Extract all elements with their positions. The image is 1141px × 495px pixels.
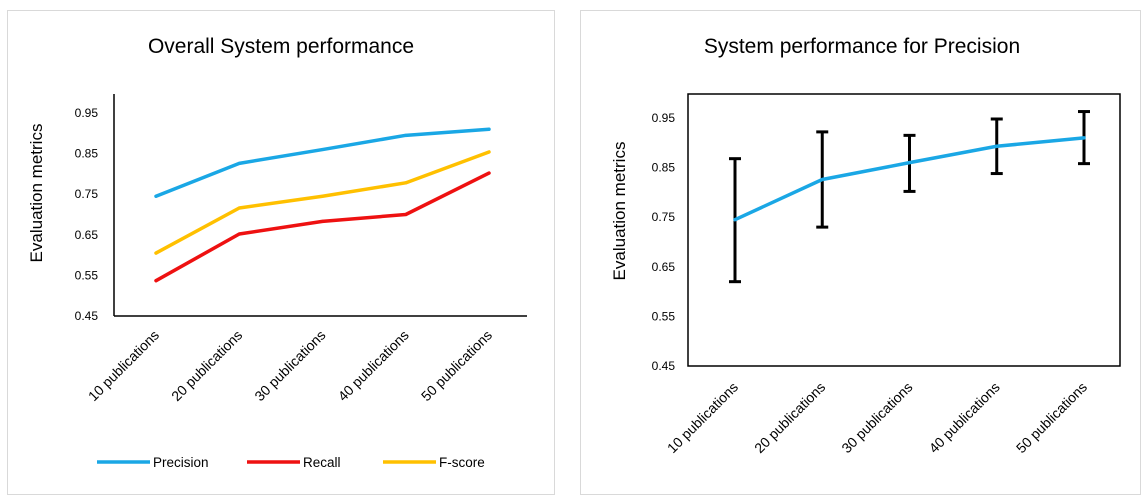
x-tick-label: 50 publications — [418, 327, 495, 404]
legend-label: Precision — [153, 455, 209, 470]
data-point — [237, 232, 241, 236]
y-tick-label: 0.55 — [75, 268, 99, 282]
data-point — [487, 150, 491, 154]
data-point — [321, 219, 324, 223]
overall-performance-chart: Overall System performance Evaluation me… — [27, 35, 527, 470]
legend-entry: Recall — [247, 455, 341, 470]
y-tick-label: 0.55 — [652, 309, 676, 323]
data-point — [487, 171, 491, 175]
y-tick-label: 0.85 — [75, 147, 99, 161]
data-point — [404, 133, 408, 137]
y-tick-label: 0.65 — [75, 228, 99, 242]
legend-entry: Precision — [97, 455, 209, 470]
data-point — [908, 161, 911, 165]
data-point — [154, 251, 158, 255]
data-point — [404, 181, 408, 185]
x-tick-label: 30 publications — [251, 327, 328, 404]
legend-label: F-score — [439, 455, 485, 470]
y-tick-label: 0.75 — [75, 187, 99, 201]
x-tick-label: 20 publications — [168, 327, 245, 404]
data-point — [404, 213, 408, 216]
x-tick-label: 20 publications — [751, 379, 828, 456]
data-point — [995, 144, 999, 148]
y-axis-label: Evaluation metrics — [27, 124, 46, 263]
y-tick-label: 0.95 — [75, 106, 99, 120]
data-point — [154, 194, 158, 198]
precision-performance-chart: System performance for Precision Evaluat… — [610, 35, 1121, 456]
data-point — [487, 127, 491, 131]
x-tick-label: 40 publications — [926, 379, 1003, 456]
plot-frame — [687, 93, 1121, 367]
legend-entry: F-score — [383, 455, 485, 470]
x-tick-label: 30 publications — [838, 379, 915, 456]
y-tick-label: 0.85 — [652, 161, 676, 175]
data-point — [820, 178, 824, 182]
x-tick-label: 40 publications — [335, 327, 412, 404]
data-point — [321, 148, 324, 152]
y-tick-label: 0.45 — [75, 309, 99, 323]
overall-performance-panel — [7, 10, 555, 495]
x-tick-label: 10 publications — [664, 379, 741, 456]
y-tick-label: 0.45 — [652, 359, 676, 373]
series-line-precision — [154, 127, 491, 198]
data-point — [154, 279, 158, 283]
chart-title: Overall System performance — [148, 35, 414, 58]
data-point — [237, 161, 241, 165]
data-point — [321, 194, 324, 198]
y-tick-label: 0.65 — [652, 260, 676, 274]
chart-title: System performance for Precision — [704, 35, 1020, 58]
x-tick-label: 50 publications — [1013, 379, 1090, 456]
precision-performance-panel — [580, 10, 1141, 495]
y-tick-label: 0.75 — [652, 210, 676, 224]
data-point — [237, 206, 241, 210]
y-axis-label: Evaluation metrics — [610, 142, 629, 281]
data-point — [733, 218, 737, 222]
y-tick-label: 0.95 — [652, 111, 676, 125]
x-tick-label: 10 publications — [85, 327, 162, 404]
legend-label: Recall — [303, 455, 341, 470]
series-line-f-score — [154, 150, 491, 255]
data-point — [1082, 136, 1086, 140]
